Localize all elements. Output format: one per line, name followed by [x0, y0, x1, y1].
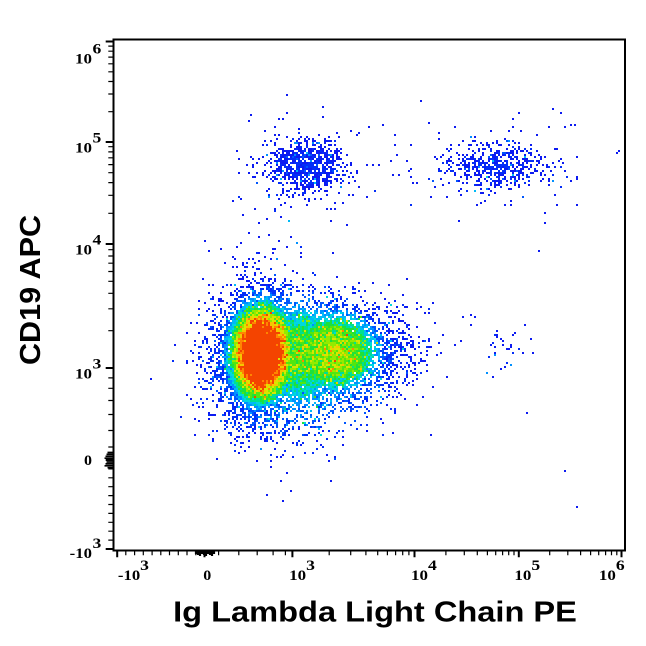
svg-text:3: 3 [140, 558, 149, 574]
svg-text:10: 10 [75, 366, 92, 382]
svg-text:4: 4 [93, 232, 102, 248]
svg-text:10: 10 [514, 568, 531, 584]
svg-text:10: 10 [289, 568, 306, 584]
svg-text:3: 3 [93, 356, 102, 372]
svg-text:10: 10 [411, 568, 428, 584]
svg-text:5: 5 [93, 130, 102, 146]
svg-text:4: 4 [428, 558, 437, 574]
svg-text:-10: -10 [70, 546, 92, 562]
svg-text:CD19 APC: CD19 APC [15, 215, 47, 365]
svg-text:10: 10 [75, 242, 92, 258]
svg-text:10: 10 [599, 568, 616, 584]
svg-text:10: 10 [75, 51, 92, 67]
svg-text:0: 0 [84, 453, 92, 469]
svg-text:3: 3 [306, 558, 315, 574]
svg-text:3: 3 [93, 536, 102, 552]
svg-text:5: 5 [531, 558, 540, 574]
svg-text:Ig Lambda Light Chain PE: Ig Lambda Light Chain PE [173, 595, 577, 628]
svg-text:10: 10 [75, 140, 92, 156]
svg-text:0: 0 [203, 568, 211, 584]
svg-text:6: 6 [93, 41, 102, 57]
svg-text:-10: -10 [118, 568, 140, 584]
svg-text:6: 6 [616, 558, 625, 574]
